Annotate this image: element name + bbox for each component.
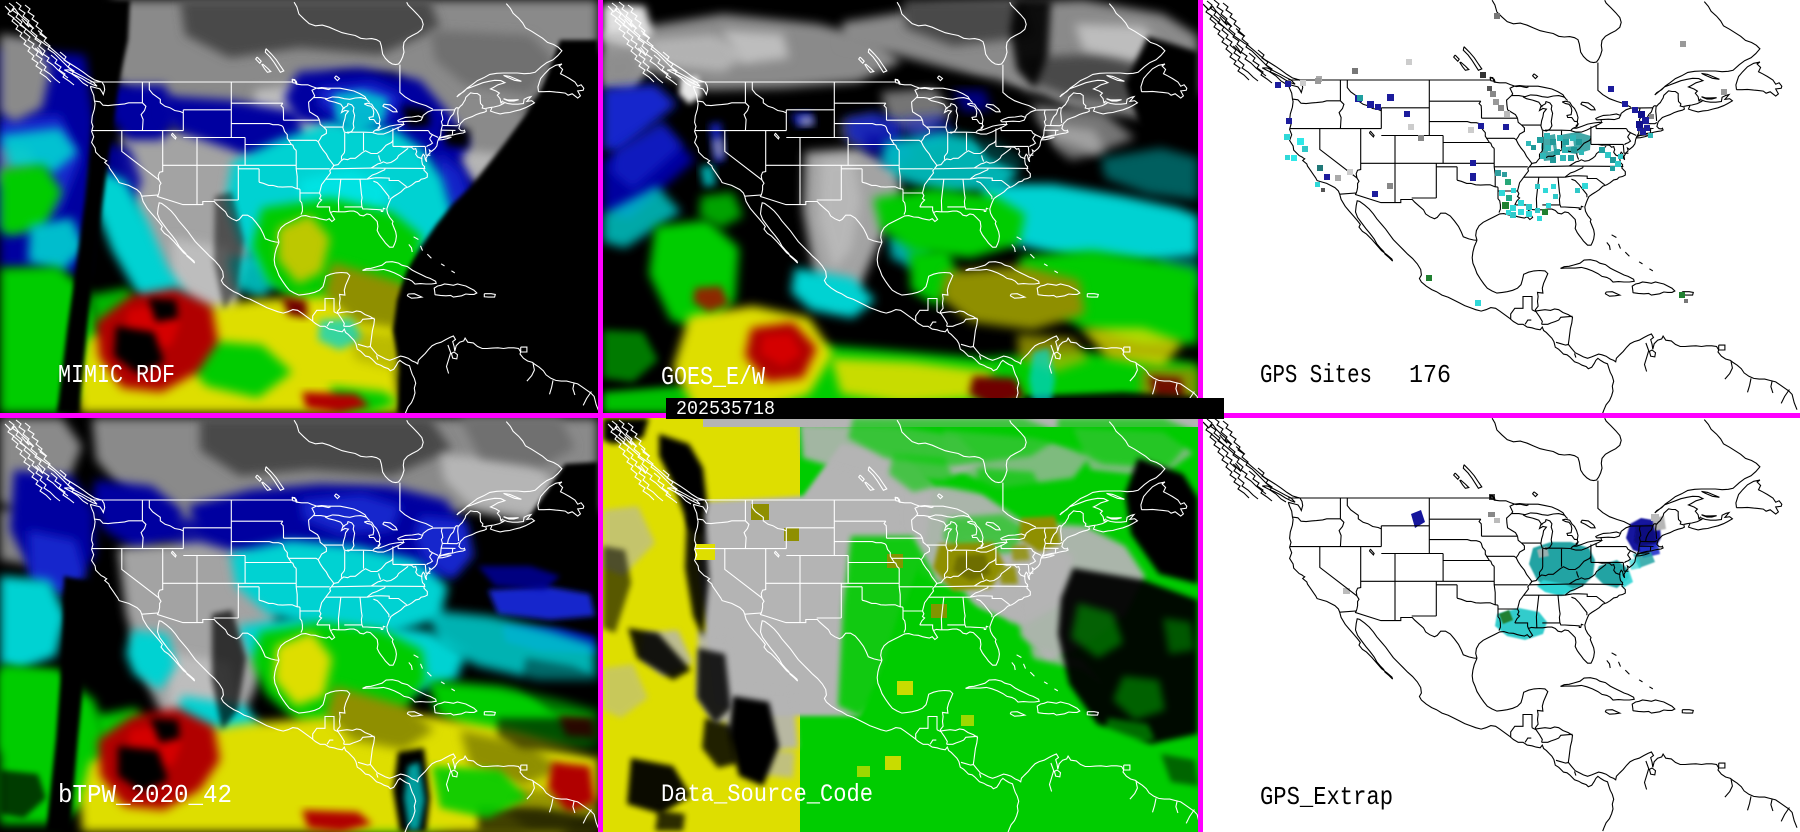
svg-text:GOES_E/W: GOES_E/W bbox=[661, 362, 765, 392]
svg-text:202535718: 202535718 bbox=[676, 398, 775, 420]
svg-text:MIMIC RDF: MIMIC RDF bbox=[58, 360, 175, 390]
svg-text:GPS_Extrap: GPS_Extrap bbox=[1260, 782, 1393, 812]
svg-text:Data_Source_Code: Data_Source_Code bbox=[661, 780, 873, 809]
svg-text:176: 176 bbox=[1409, 360, 1451, 390]
svg-text:bTPW_2020_42: bTPW_2020_42 bbox=[58, 780, 232, 810]
svg-text:GPS Sites: GPS Sites bbox=[1260, 360, 1372, 390]
